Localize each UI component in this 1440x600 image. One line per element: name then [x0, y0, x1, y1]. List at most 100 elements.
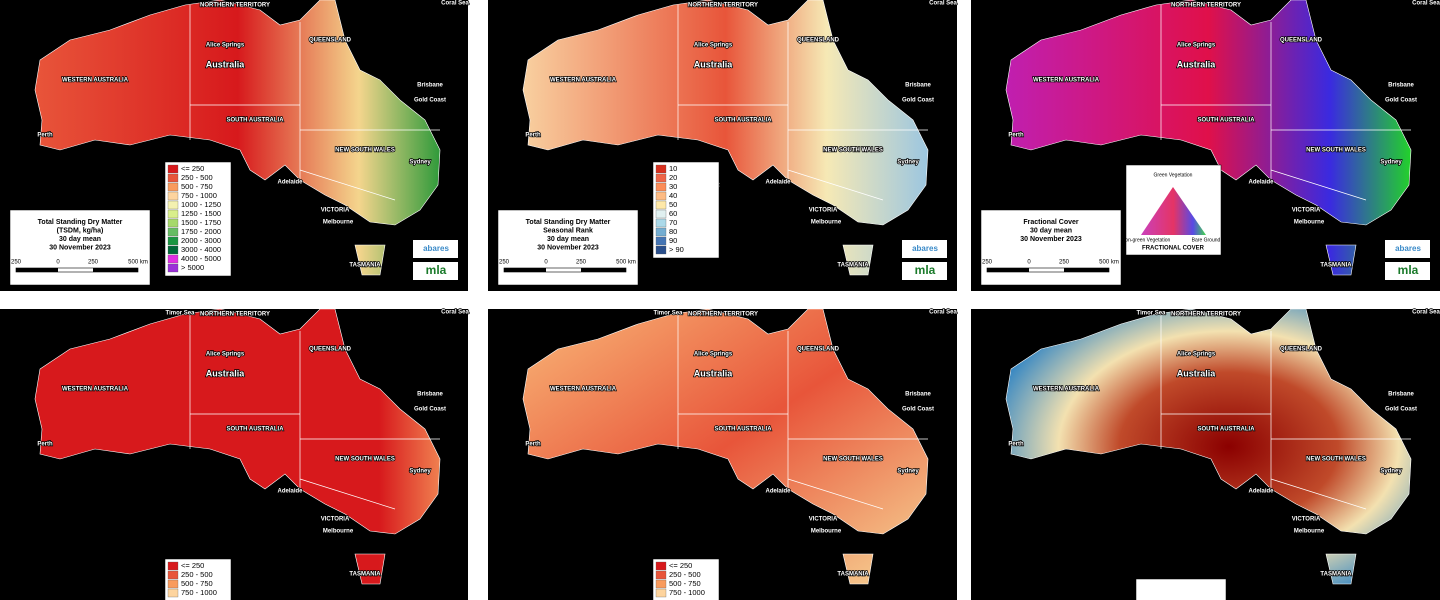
legend-label: 250 - 500 — [669, 570, 701, 579]
legend-swatch — [655, 227, 667, 237]
legend-swatch — [167, 570, 179, 580]
legend-label: 3000 - 4000 — [181, 245, 221, 254]
logo — [902, 240, 947, 258]
place-label: QUEENSLAND — [1280, 347, 1323, 353]
place-label: Sydney — [409, 469, 431, 475]
place-label: Adelaide — [765, 489, 791, 495]
scale-label: 500 km — [616, 260, 636, 266]
australia-shape — [1005, 308, 1412, 585]
place-label: Australia — [206, 368, 246, 378]
legend-swatch — [167, 173, 179, 183]
legend-label: 50 — [669, 200, 677, 209]
place-label: Gold Coast — [414, 407, 446, 413]
scale-label: 250 — [576, 260, 587, 266]
legend-label: 500 - 750 — [181, 579, 213, 588]
place-label: Alice Springs — [1177, 43, 1216, 49]
legend-label: 500 - 750 — [181, 182, 213, 191]
logo — [1385, 240, 1430, 258]
place-label: Sydney — [1380, 160, 1402, 166]
triangle-label: Green Vegetation — [1154, 172, 1193, 178]
place-label: Gold Coast — [902, 98, 934, 104]
place-label: Melbourne — [323, 529, 354, 535]
place-label: SOUTH AUSTRALIA — [226, 427, 284, 433]
place-label: Alice Springs — [206, 43, 245, 49]
scale-label: 0 — [1027, 260, 1031, 266]
place-label: Sydney — [897, 469, 919, 475]
color-triangle — [1141, 187, 1206, 235]
place-label: TASMANIA — [349, 572, 381, 578]
state-borders — [189, 314, 440, 510]
place-label: Adelaide — [1248, 180, 1274, 186]
legend-label: <= 250 — [181, 561, 204, 570]
place-label: NORTHERN TERRITORY — [688, 312, 758, 318]
logo-text: abares — [1395, 244, 1421, 253]
place-label: VICTORIA — [321, 208, 350, 214]
triangle-label: Bare Ground — [1192, 237, 1221, 243]
logo — [413, 262, 458, 280]
legend-label: 2000 - 3000 — [181, 236, 221, 245]
place-label: QUEENSLAND — [309, 347, 352, 353]
place-label: Alice Springs — [694, 43, 733, 49]
place-label: TASMANIA — [837, 572, 869, 578]
caption-line: 30 day mean — [547, 236, 589, 243]
place-label: Coral Sea — [1412, 310, 1440, 316]
place-label: Gold Coast — [1385, 98, 1417, 104]
logo — [902, 262, 947, 280]
legend-label: 30 — [669, 182, 677, 191]
place-label: WESTERN AUSTRALIA — [1033, 387, 1100, 393]
legend-swatch — [655, 191, 667, 201]
place-label: Brisbane — [1388, 392, 1414, 398]
legend-label: 1250 - 1500 — [181, 209, 221, 218]
legend-swatch — [167, 236, 179, 246]
place-label: Adelaide — [1248, 489, 1274, 495]
place-label: WESTERN AUSTRALIA — [1033, 78, 1100, 84]
place-label: Brisbane — [1388, 83, 1414, 89]
triangle-title: FRACTIONAL COVER — [1142, 246, 1205, 252]
scale-label: 250 — [88, 260, 99, 266]
scale-bar-fill — [1064, 268, 1109, 272]
scale-bar-fill — [581, 268, 626, 272]
place-label: QUEENSLAND — [309, 38, 352, 44]
legend-swatch — [167, 164, 179, 174]
place-label: VICTORIA — [809, 208, 838, 214]
place-label: Coral Sea — [441, 1, 469, 7]
place-label: NORTHERN TERRITORY — [200, 3, 270, 9]
legend-label: 20 — [669, 173, 677, 182]
place-label: Gold Coast — [902, 407, 934, 413]
place-label: SOUTH AUSTRALIA — [714, 427, 772, 433]
legend-swatch — [167, 200, 179, 210]
place-label: WESTERN AUSTRALIA — [550, 387, 617, 393]
legend-swatch — [655, 209, 667, 219]
state-borders — [677, 314, 928, 510]
scale-bar-fill — [987, 268, 1029, 272]
caption-line: Fractional Cover — [1023, 219, 1079, 226]
legend-swatch — [167, 182, 179, 192]
legend-swatch — [655, 570, 667, 580]
map-panel: Australia NORTHERN TERRITORY QUEENSLAND WES… — [0, 308, 470, 600]
place-label: Australia — [694, 368, 734, 378]
logo-text: mla — [426, 263, 447, 277]
place-label: Coral Sea — [929, 310, 957, 316]
place-label: TASMANIA — [1320, 572, 1352, 578]
place-label: Perth — [37, 442, 53, 448]
place-label: Sydney — [897, 160, 919, 166]
legend-swatch — [655, 588, 667, 598]
map-panel: Australia NORTHERN TERRITORY QUEENSLAND WES… — [971, 308, 1440, 600]
place-label: Timor Sea — [1137, 311, 1167, 317]
place-label: Melbourne — [323, 220, 354, 226]
place-label: Sydney — [1380, 469, 1402, 475]
legend-swatch — [167, 263, 179, 273]
place-label: Perth — [1008, 133, 1024, 139]
australia-shape — [1005, 0, 1412, 276]
legend-label: 750 - 1000 — [181, 191, 217, 200]
place-label: NORTHERN TERRITORY — [1171, 312, 1241, 318]
scale-label: 500 km — [128, 260, 148, 266]
place-label: Melbourne — [811, 220, 842, 226]
legend-label: 80 — [669, 227, 677, 236]
legend-swatch — [655, 173, 667, 183]
scale-label: 500 km — [1099, 260, 1119, 266]
legend-label: 250 - 500 — [181, 173, 213, 182]
map-panel: Australia NORTHERN TERRITORY QUEENSLAND WES… — [488, 308, 958, 600]
map-panel: Australia NORTHERN TERRITORY QUEENSLAND WES… — [971, 0, 1440, 291]
place-label: NORTHERN TERRITORY — [1171, 3, 1241, 9]
